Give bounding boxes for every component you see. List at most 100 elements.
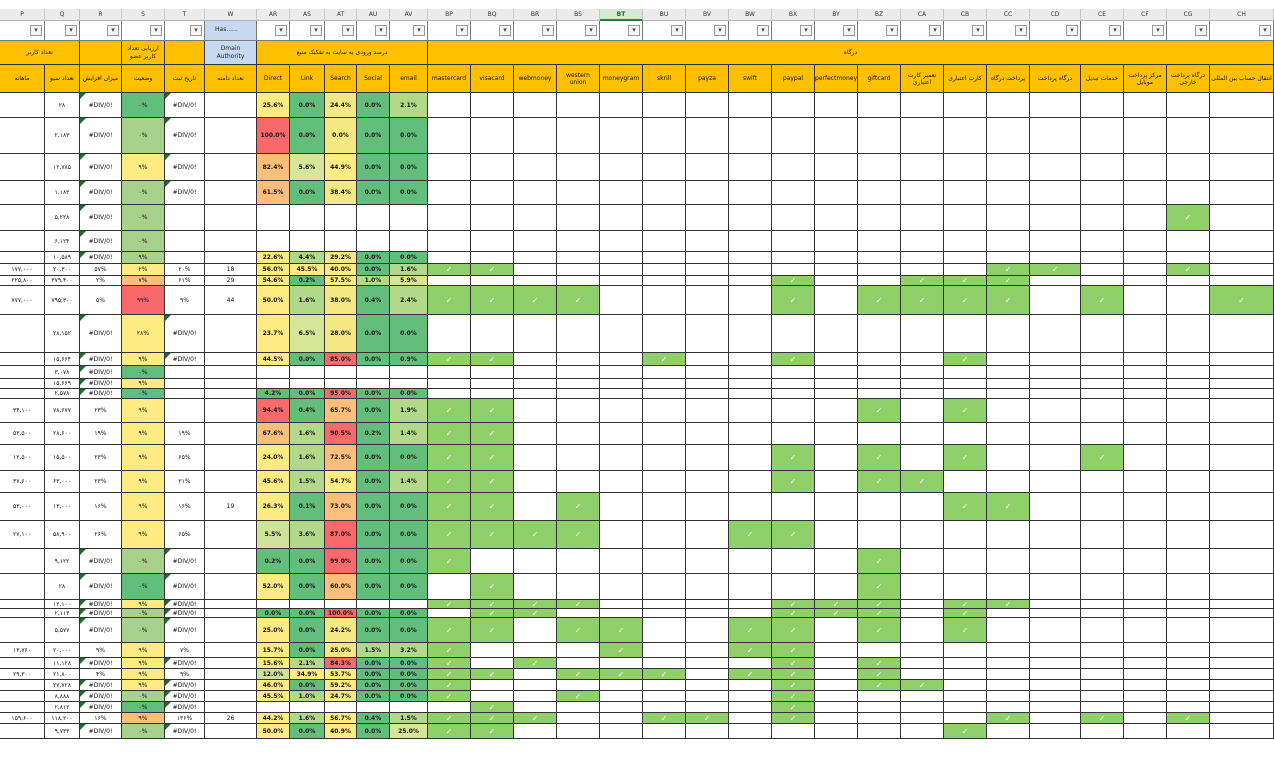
grid-cell[interactable] (1167, 181, 1210, 205)
grid-cell[interactable]: #DIV/0! (165, 609, 205, 618)
grid-cell[interactable]: ۰% (122, 702, 165, 713)
grid-cell[interactable] (686, 445, 729, 471)
grid-cell[interactable] (858, 154, 901, 181)
check-icon[interactable]: ✓ (428, 691, 471, 702)
grid-cell[interactable] (987, 680, 1030, 691)
grid-cell[interactable] (557, 680, 600, 691)
grid-cell[interactable] (944, 680, 987, 691)
grid-cell[interactable] (1030, 702, 1081, 713)
grid-cell[interactable] (1210, 154, 1274, 181)
grid-cell[interactable] (205, 315, 257, 353)
column-header-BR[interactable]: BR (514, 9, 557, 21)
grid-cell[interactable]: 45.5% (290, 264, 325, 276)
grid-cell[interactable] (643, 205, 686, 231)
grid-cell[interactable]: ۰% (122, 618, 165, 643)
grid-cell[interactable] (600, 680, 643, 691)
grid-cell[interactable] (290, 702, 325, 713)
grid-cell[interactable]: #DIV/0! (165, 315, 205, 353)
grid-cell[interactable]: 38.4% (325, 181, 357, 205)
grid-cell[interactable] (987, 399, 1030, 423)
check-icon[interactable]: ✓ (557, 521, 600, 549)
grid-cell[interactable] (944, 205, 987, 231)
grid-cell[interactable]: ۵,۲۲۸ (45, 205, 80, 231)
grid-cell[interactable] (1210, 724, 1274, 739)
grid-cell[interactable]: 54.6% (257, 276, 290, 286)
grid-cell[interactable] (772, 574, 815, 600)
grid-cell[interactable]: ۱۵۹,۶۰۰ (0, 713, 45, 724)
grid-cell[interactable]: #DIV/0! (80, 702, 122, 713)
grid-cell[interactable]: 24.7% (325, 691, 357, 702)
grid-cell[interactable]: ۱۲,۷۸۵ (45, 154, 80, 181)
filter-dropdown-icon[interactable]: ▾ (375, 25, 387, 36)
grid-cell[interactable]: 0.0% (290, 574, 325, 600)
grid-cell[interactable]: 0.0% (390, 669, 428, 680)
grid-cell[interactable] (600, 366, 643, 379)
check-icon[interactable]: ✓ (944, 276, 987, 286)
grid-cell[interactable]: 46.0% (257, 680, 290, 691)
check-icon[interactable]: ✓ (514, 609, 557, 618)
grid-cell[interactable]: #DIV/0! (165, 680, 205, 691)
grid-cell[interactable] (987, 618, 1030, 643)
grid-cell[interactable]: ۱۹% (80, 423, 122, 445)
filter-dropdown-icon[interactable]: ▾ (1015, 25, 1027, 36)
grid-cell[interactable] (471, 315, 514, 353)
grid-cell[interactable] (1124, 205, 1167, 231)
grid-cell[interactable] (0, 389, 45, 399)
grid-cell[interactable] (729, 286, 772, 315)
grid-cell[interactable] (815, 471, 858, 493)
grid-cell[interactable] (1030, 205, 1081, 231)
grid-cell[interactable] (1210, 445, 1274, 471)
grid-cell[interactable] (1081, 205, 1124, 231)
grid-cell[interactable] (772, 315, 815, 353)
grid-cell[interactable] (557, 118, 600, 154)
grid-cell[interactable] (729, 252, 772, 264)
grid-cell[interactable]: ۶۳,۰۰۰ (45, 471, 80, 493)
grid-cell[interactable] (1167, 643, 1210, 658)
check-icon[interactable]: ✓ (514, 521, 557, 549)
grid-cell[interactable] (1030, 521, 1081, 549)
grid-cell[interactable] (858, 252, 901, 264)
grid-cell[interactable]: #DIV/0! (165, 181, 205, 205)
check-icon[interactable]: ✓ (815, 609, 858, 618)
grid-cell[interactable] (729, 366, 772, 379)
grid-cell[interactable]: #DIV/0! (80, 549, 122, 574)
check-icon[interactable]: ✓ (772, 609, 815, 618)
grid-cell[interactable] (1167, 600, 1210, 609)
grid-cell[interactable] (0, 680, 45, 691)
grid-cell[interactable] (600, 549, 643, 574)
grid-cell[interactable] (1124, 521, 1167, 549)
grid-cell[interactable] (815, 658, 858, 669)
grid-cell[interactable] (729, 264, 772, 276)
grid-cell[interactable] (600, 658, 643, 669)
grid-cell[interactable] (514, 702, 557, 713)
grid-cell[interactable] (1030, 423, 1081, 445)
grid-cell[interactable] (1210, 609, 1274, 618)
check-icon[interactable]: ✓ (729, 521, 772, 549)
grid-cell[interactable] (944, 713, 987, 724)
grid-cell[interactable] (901, 713, 944, 724)
column-header-CH[interactable]: CH (1210, 9, 1274, 21)
grid-cell[interactable]: ۹% (122, 643, 165, 658)
grid-cell[interactable]: ۷% (122, 276, 165, 286)
grid-cell[interactable]: ۱۱۸,۲۰۰ (45, 713, 80, 724)
grid-cell[interactable] (165, 205, 205, 231)
check-icon[interactable]: ✓ (557, 493, 600, 521)
grid-cell[interactable]: ۲۷,۱۰۰ (0, 521, 45, 549)
grid-cell[interactable]: 0.0% (357, 252, 390, 264)
grid-cell[interactable]: ۹% (122, 423, 165, 445)
grid-cell[interactable] (600, 286, 643, 315)
grid-cell[interactable]: 95.0% (325, 389, 357, 399)
grid-cell[interactable]: ۱۵,۵۰۰ (45, 445, 80, 471)
grid-cell[interactable] (514, 574, 557, 600)
grid-cell[interactable] (901, 445, 944, 471)
grid-cell[interactable] (205, 724, 257, 739)
grid-cell[interactable] (0, 252, 45, 264)
grid-cell[interactable]: ۲۸% (122, 315, 165, 353)
filter-dropdown-icon[interactable]: ▾ (275, 25, 287, 36)
grid-cell[interactable] (428, 231, 471, 252)
grid-cell[interactable] (944, 118, 987, 154)
grid-cell[interactable] (987, 724, 1030, 739)
grid-cell[interactable] (987, 574, 1030, 600)
grid-cell[interactable] (1124, 618, 1167, 643)
grid-cell[interactable]: 0.0% (357, 549, 390, 574)
